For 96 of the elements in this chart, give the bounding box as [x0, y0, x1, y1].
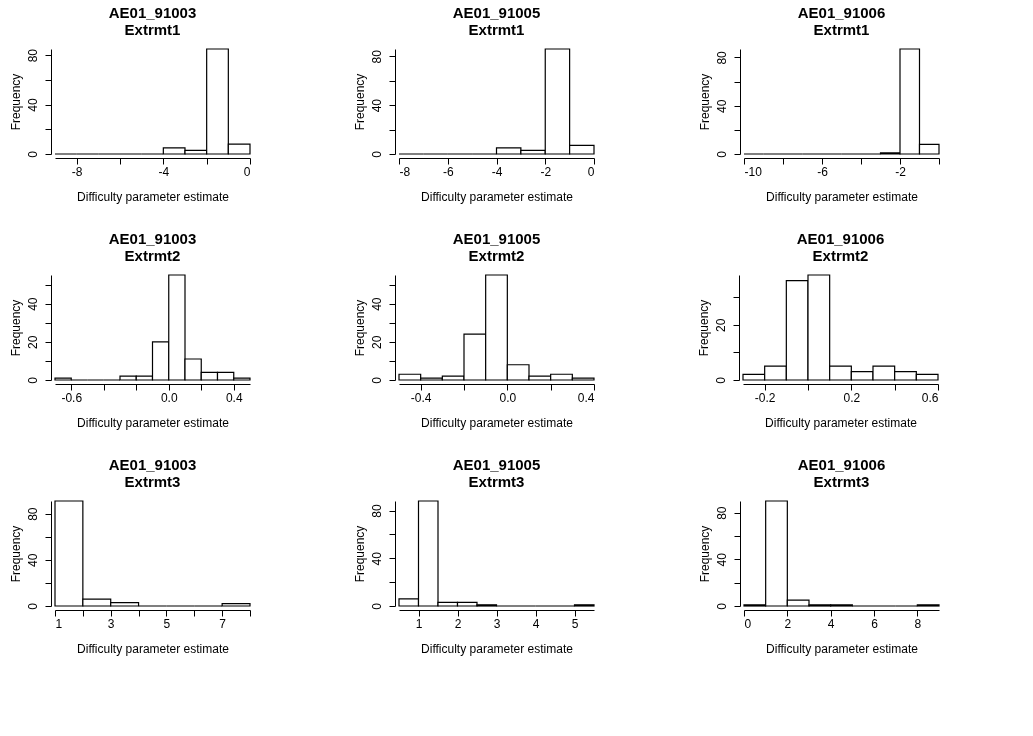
- x-tick-label: 5: [571, 616, 579, 631]
- chart-subtitle: Extrmt3: [468, 473, 525, 491]
- x-tick-label: 6: [871, 616, 879, 631]
- x-tick-label: 3: [107, 616, 115, 631]
- y-tick-label: 40: [714, 552, 729, 567]
- x-axis-title: Difficulty parameter estimate: [766, 189, 919, 204]
- y-tick-label: 40: [369, 98, 384, 113]
- x-axis-title: Difficulty parameter estimate: [421, 415, 574, 430]
- y-tick-label: 80: [714, 506, 729, 520]
- chart-subtitle: Extrmt1: [813, 21, 870, 39]
- chart-title: AE01_91005: [452, 230, 541, 248]
- y-axis-title: Frequency: [8, 525, 23, 583]
- x-tick-label: 4: [827, 616, 835, 631]
- chart-title: AE01_91003: [108, 230, 197, 248]
- y-axis-title: Frequency: [8, 299, 23, 357]
- x-tick-label: 2: [454, 616, 462, 631]
- y-tick-label: 0: [369, 150, 384, 158]
- y-tick-label: 80: [25, 48, 40, 63]
- chart-title: AE01_91005: [452, 4, 541, 22]
- y-tick-label: 80: [714, 50, 729, 65]
- x-axis-title: Difficulty parameter estimate: [77, 641, 230, 656]
- x-tick-label: -0.2: [754, 390, 776, 405]
- x-tick-label: 0: [744, 616, 752, 631]
- chart-subtitle: Extrmt2: [812, 247, 869, 265]
- x-axis-title: Difficulty parameter estimate: [421, 641, 574, 656]
- y-axis-title: Frequency: [8, 73, 23, 131]
- x-tick-label: 3: [493, 616, 501, 631]
- y-tick-label: 80: [369, 504, 384, 518]
- y-tick-label: 40: [714, 99, 729, 113]
- x-tick-label: 0: [243, 164, 251, 179]
- x-tick-label: -4: [158, 164, 170, 179]
- y-tick-label: 0: [25, 376, 40, 384]
- x-tick-label: 0.0: [160, 390, 178, 405]
- x-axis-title: Difficulty parameter estimate: [77, 415, 230, 430]
- y-tick-label: 0: [714, 602, 729, 610]
- chart-subtitle: Extrmt2: [124, 247, 181, 265]
- x-tick-label: 2: [784, 616, 792, 631]
- y-tick-label: 0: [25, 150, 40, 158]
- x-axis-title: Difficulty parameter estimate: [766, 641, 919, 656]
- chart-title: AE01_91006: [797, 456, 886, 474]
- y-tick-label: 0: [713, 376, 728, 384]
- chart-title: AE01_91005: [452, 456, 541, 474]
- y-tick-label: 0: [714, 150, 729, 158]
- x-tick-label: -0.6: [61, 390, 83, 405]
- x-axis-title: Difficulty parameter estimate: [765, 415, 918, 430]
- y-tick-label: 20: [25, 335, 40, 349]
- x-axis-title: Difficulty parameter estimate: [77, 189, 230, 204]
- x-tick-label: 0.4: [225, 390, 243, 405]
- chart-title: AE01_91003: [108, 4, 197, 22]
- x-tick-label: 8: [914, 616, 922, 631]
- x-tick-label: 0.4: [577, 390, 595, 405]
- y-tick-label: 40: [25, 553, 40, 568]
- chart-title: AE01_91006: [796, 230, 885, 248]
- y-tick-label: 40: [369, 297, 384, 311]
- y-tick-label: 0: [25, 602, 40, 610]
- y-tick-label: 0: [369, 602, 384, 610]
- y-axis-title: Frequency: [352, 73, 367, 131]
- y-tick-label: 80: [369, 49, 384, 64]
- y-tick-label: 0: [369, 376, 384, 384]
- x-tick-label: -8: [71, 164, 83, 179]
- chart-subtitle: Extrmt3: [124, 473, 181, 491]
- y-tick-label: 40: [369, 551, 384, 566]
- y-tick-label: 40: [25, 297, 40, 311]
- chart-title: AE01_91006: [797, 4, 886, 22]
- chart-title: AE01_91003: [108, 456, 197, 474]
- x-tick-label: -2: [895, 164, 907, 179]
- y-axis-title: Frequency: [697, 525, 712, 583]
- y-tick-label: 80: [25, 507, 40, 521]
- y-tick-label: 20: [369, 335, 384, 349]
- x-tick-label: 1: [415, 616, 423, 631]
- x-tick-label: -6: [817, 164, 829, 179]
- y-tick-label: 20: [713, 318, 728, 332]
- x-tick-label: 7: [219, 616, 227, 631]
- chart-subtitle: Extrmt1: [124, 21, 181, 39]
- y-axis-title: Frequency: [352, 525, 367, 583]
- y-axis-title: Frequency: [352, 299, 367, 357]
- x-tick-label: -8: [399, 164, 411, 179]
- y-axis-title: Frequency: [697, 73, 712, 131]
- x-tick-label: -6: [442, 164, 454, 179]
- chart-subtitle: Extrmt1: [468, 21, 525, 39]
- x-tick-label: -4: [491, 164, 503, 179]
- x-tick-label: 0.2: [843, 390, 861, 405]
- x-tick-label: 4: [532, 616, 540, 631]
- x-tick-label: -0.4: [410, 390, 432, 405]
- chart-subtitle: Extrmt2: [468, 247, 525, 265]
- x-axis-title: Difficulty parameter estimate: [421, 189, 574, 204]
- y-axis-title: Frequency: [696, 299, 711, 357]
- x-tick-label: 1: [55, 616, 63, 631]
- x-tick-label: -10: [744, 164, 763, 179]
- x-tick-label: 0.0: [499, 390, 517, 405]
- x-tick-label: -2: [540, 164, 552, 179]
- x-tick-label: 0.6: [921, 390, 939, 405]
- y-tick-label: 40: [25, 98, 40, 112]
- chart-subtitle: Extrmt3: [813, 473, 870, 491]
- x-tick-label: 5: [163, 616, 171, 631]
- x-tick-label: 0: [587, 164, 595, 179]
